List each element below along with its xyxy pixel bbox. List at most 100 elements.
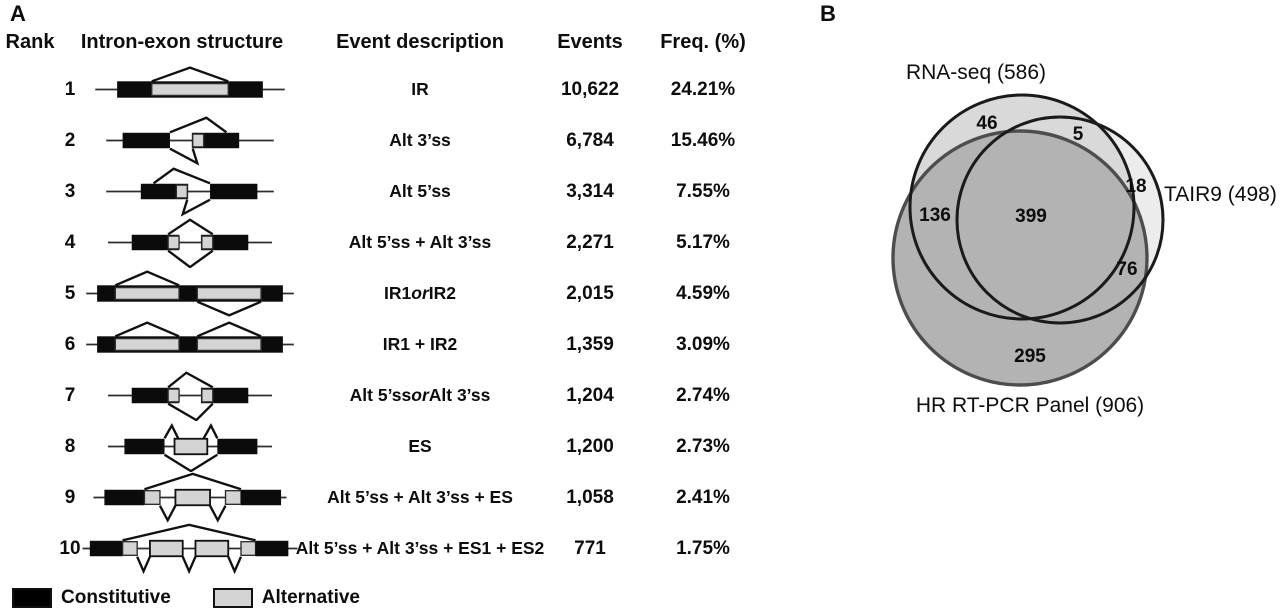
column-header-events: Events: [557, 31, 623, 53]
structure-alt5_alt3_es1_es2-diagram: [70, 523, 310, 574]
event-description-italic: or: [411, 283, 429, 303]
event-description-text: Alt 5’ss + Alt 3’ss: [348, 232, 492, 252]
event-description-text: Alt 3’ss: [428, 385, 491, 405]
events-cell: 771: [574, 537, 606, 559]
table-row: 4 Alt 5’ss + Alt 3’ss 2,271 5.17%: [0, 217, 810, 268]
event-description-cell: Alt 5’ss + Alt 3’ss: [305, 217, 535, 268]
table-row: 2 Alt 3’ss 6,784 15.46%: [0, 115, 810, 166]
structure-diagram-cell: [70, 319, 310, 370]
constitutive-legend-label: Constitutive: [61, 587, 171, 608]
rank-cell: 3: [64, 180, 76, 202]
event-description-text: Alt 5’ss: [349, 385, 412, 405]
venn-label-rna-seq: RNA-seq (586): [906, 61, 1046, 84]
events-cell: 1,204: [566, 384, 614, 406]
column-header-structure: Intron-exon structure: [80, 31, 284, 53]
event-description-text: Alt 3’ss: [389, 130, 451, 150]
structure-diagram-cell: [70, 421, 310, 472]
structure-ir-diagram: [70, 64, 310, 115]
event-description-text: IR: [411, 79, 429, 99]
structure-legend: Constitutive Alternative: [12, 587, 360, 609]
event-description-cell: IR1 or IR2: [305, 268, 535, 319]
event-description-text: IR1 + IR2: [382, 334, 458, 354]
column-header-freq: Freq. (%): [660, 31, 746, 53]
table-row: 7 Alt 5’ss or Alt 3’ss 1,204 2.74%: [0, 370, 810, 421]
venn-circle-tair9: [955, 115, 1165, 325]
structure-diagram-cell: [70, 217, 310, 268]
table-row: 5 IR1 or IR2 2,015 4.59%: [0, 268, 810, 319]
freq-cell: 1.75%: [676, 537, 730, 559]
rank-cell: 2: [64, 129, 76, 151]
event-description-cell: IR1 + IR2: [305, 319, 535, 370]
event-description-text: Alt 5’ss + Alt 3’ss + ES: [327, 487, 513, 507]
events-cell: 2,271: [566, 231, 614, 253]
events-cell: 1,200: [566, 435, 614, 457]
events-cell: 2,015: [566, 282, 614, 304]
panel-b-label: B: [820, 1, 836, 26]
event-description-cell: ES: [305, 421, 535, 472]
event-description-cell: IR: [305, 64, 535, 115]
events-cell: 10,622: [560, 78, 620, 100]
structure-diagram-cell: [70, 268, 310, 319]
event-description-text: ES: [408, 436, 432, 456]
event-description-text: IR1: [384, 283, 412, 303]
events-cell: 1,058: [566, 486, 614, 508]
event-description-text: Alt 5’ss: [389, 181, 451, 201]
rank-cell: 8: [64, 435, 76, 457]
structure-es-diagram: [70, 421, 310, 472]
freq-cell: 24.21%: [670, 78, 736, 100]
event-description-cell: Alt 5’ss: [305, 166, 535, 217]
structure-alt5_alt3_es-diagram: [70, 472, 310, 523]
venn-label-tair9: TAIR9 (498): [1164, 183, 1277, 206]
rank-cell: 5: [64, 282, 76, 304]
table-row: 1 IR 10,622 24.21%: [0, 64, 810, 115]
alternative-legend-label: Alternative: [261, 587, 360, 608]
event-description-text: Alt 5’ss + Alt 3’ss + ES1 + ES2: [295, 538, 545, 558]
event-description-cell: Alt 5’ss + Alt 3’ss + ES1 + ES2: [296, 523, 545, 574]
structure-alt5_alt3-diagram: [70, 217, 310, 268]
freq-cell: 7.55%: [676, 180, 730, 202]
venn-count-hr-only: 295: [1014, 346, 1046, 367]
venn-count-tair-hr: 76: [1116, 259, 1137, 280]
column-header-event-description: Event description: [336, 31, 504, 53]
events-cell: 1,359: [566, 333, 614, 355]
rank-cell: 10: [59, 537, 81, 559]
rank-cell: 1: [64, 78, 76, 100]
freq-cell: 3.09%: [676, 333, 730, 355]
venn-count-tair-only: 18: [1125, 176, 1146, 197]
event-description-cell: Alt 3’ss: [305, 115, 535, 166]
structure-alt5_or_alt3-diagram: [70, 370, 310, 421]
structure-alt3-diagram: [70, 115, 310, 166]
structure-ir1_or_ir2-diagram: [70, 268, 310, 319]
structure-ir1_ir2-diagram: [70, 319, 310, 370]
freq-cell: 2.73%: [676, 435, 730, 457]
venn-count-all-three: 399: [1015, 206, 1047, 227]
freq-cell: 2.74%: [676, 384, 730, 406]
rank-cell: 7: [64, 384, 76, 406]
panel-a: A Rank Intron-exon structure Event descr…: [0, 1, 810, 609]
structure-diagram-cell: [70, 370, 310, 421]
table-row: 10 Alt 5’ss + Alt 3’ss + ES1 + ES2 771 1.75…: [0, 523, 810, 574]
structure-alt5-diagram: [70, 166, 310, 217]
structure-diagram-cell: [70, 523, 310, 574]
events-cell: 3,314: [566, 180, 614, 202]
events-cell: 6,784: [566, 129, 614, 151]
structure-diagram-cell: [70, 115, 310, 166]
venn-diagram: RNA-seq (586) TAIR9 (498) HR RT-PCR Pane…: [891, 61, 1277, 417]
freq-cell: 15.46%: [670, 129, 736, 151]
table-row: 9 Alt 5’ss + Alt 3’ss + ES 1,058 2.41%: [0, 472, 810, 523]
column-header-rank: Rank: [5, 31, 55, 53]
panel-b: B RNA-seq (586) TAIR9 (498) HR RT-PCR Pa…: [810, 0, 1280, 614]
venn-circle-hr-rt-pcr: [891, 129, 1149, 387]
rank-cell: 6: [64, 333, 76, 355]
table-row: 6 IR1 + IR2 1,359 3.09%: [0, 319, 810, 370]
venn-circle-rna-seq: [908, 93, 1136, 321]
freq-cell: 5.17%: [676, 231, 730, 253]
venn-label-hr-rt-pcr: HR RT-PCR Panel (906): [916, 394, 1144, 417]
panel-a-label: A: [10, 1, 26, 26]
structure-diagram-cell: [70, 472, 310, 523]
alternative-exon-swatch: [212, 588, 253, 608]
venn-count-rna-only: 46: [976, 113, 997, 134]
table-row: 8 ES 1,200 2.73%: [0, 421, 810, 472]
structure-diagram-cell: [70, 166, 310, 217]
structure-diagram-cell: [70, 64, 310, 115]
